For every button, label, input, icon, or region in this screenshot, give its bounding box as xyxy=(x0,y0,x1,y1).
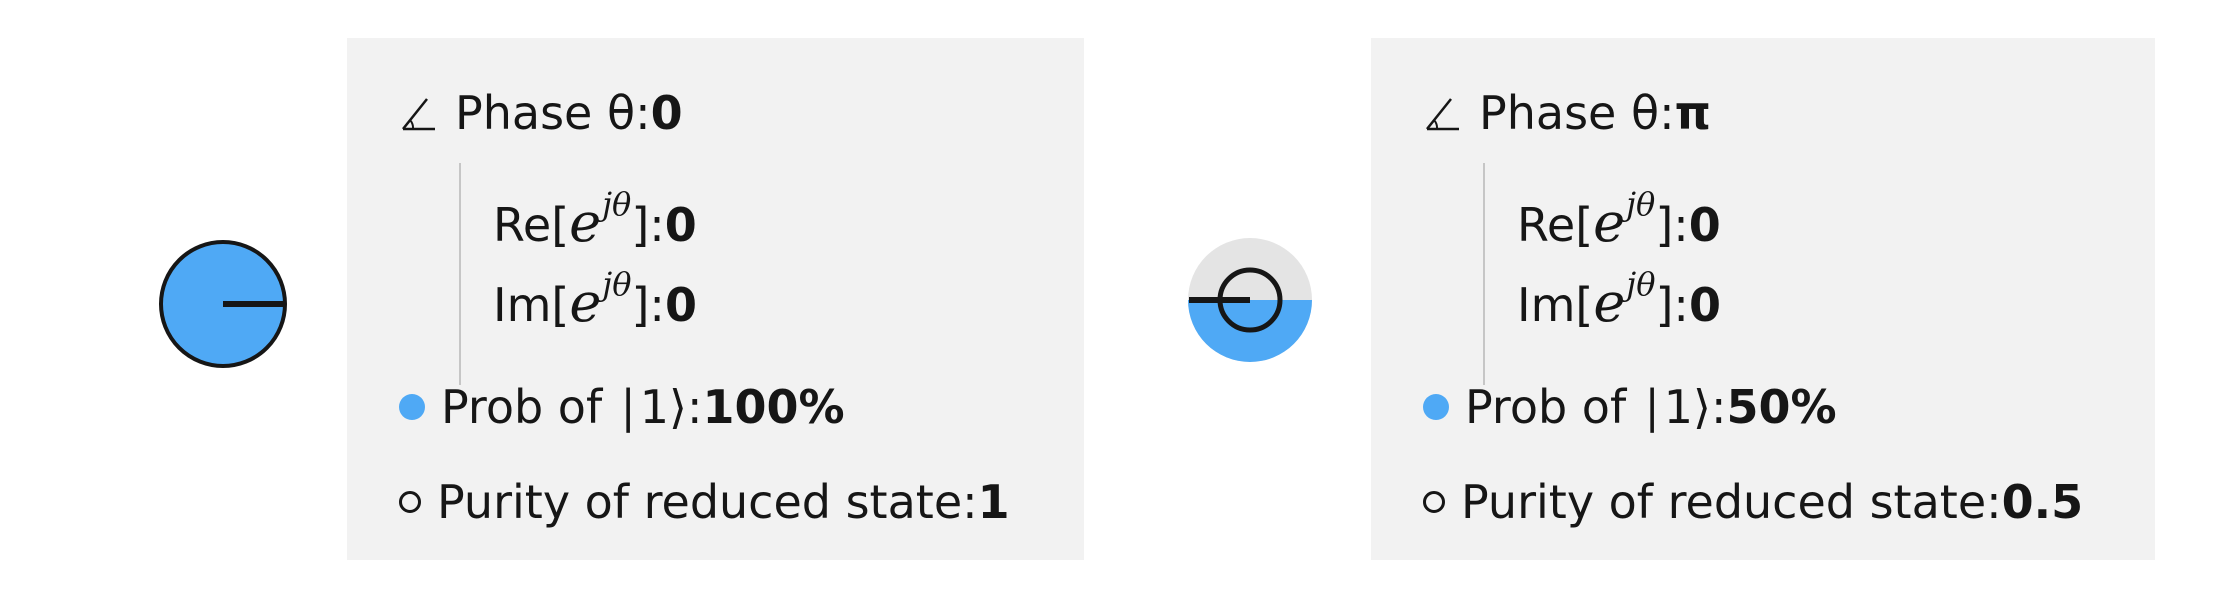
re-math: ejθ xyxy=(1593,185,1655,254)
im-math: ejθ xyxy=(569,265,631,334)
phase-label: Phase θ: xyxy=(455,86,651,140)
im-label-post: ]: xyxy=(1655,278,1689,332)
probability-row: Prob of ∣1⟩: 100% xyxy=(399,380,845,434)
re-label-pre: Re[ xyxy=(493,198,570,252)
re-math-base: e xyxy=(1593,191,1626,254)
im-math: ejθ xyxy=(1593,265,1655,334)
re-math: ejθ xyxy=(569,185,631,254)
purity-row: Purity of reduced state: 0.5 xyxy=(1423,475,2083,529)
purity-label: Purity of reduced state: xyxy=(437,475,978,529)
im-label-pre: Im[ xyxy=(493,278,570,332)
prob-label: Prob of ∣1⟩: xyxy=(441,380,703,434)
angle-icon xyxy=(402,98,435,131)
filled-dot-icon xyxy=(399,394,425,420)
qubit-disc-1 xyxy=(157,238,289,370)
prob-value: 50% xyxy=(1726,380,1837,434)
phase-row: Phase θ: 0 xyxy=(399,86,683,140)
purity-row: Purity of reduced state: 1 xyxy=(399,475,1010,529)
im-math-exp: jθ xyxy=(1626,265,1656,303)
phase-value: 0 xyxy=(650,86,683,140)
qubit-info-panel-1: Phase θ: 0 Re[ ejθ ]: 0 Im[ ejθ ]: 0 Pro… xyxy=(347,38,1084,560)
prob-value: 100% xyxy=(702,380,845,434)
phase-label: Phase θ: xyxy=(1479,86,1675,140)
re-value: 0 xyxy=(664,198,697,252)
re-math-exp: jθ xyxy=(1626,185,1656,223)
re-label-post: ]: xyxy=(631,198,665,252)
im-math-base: e xyxy=(1593,271,1626,334)
re-value: 0 xyxy=(1688,198,1721,252)
qubit-disc-2 xyxy=(1187,237,1313,363)
re-label-pre: Re[ xyxy=(1517,198,1594,252)
probability-row: Prob of ∣1⟩: 50% xyxy=(1423,380,1837,434)
re-label-post: ]: xyxy=(1655,198,1689,252)
purity-label: Purity of reduced state: xyxy=(1461,475,2002,529)
re-math-base: e xyxy=(569,191,602,254)
real-part-row: Re[ ejθ ]: 0 xyxy=(1517,185,1721,254)
purity-value: 0.5 xyxy=(2001,475,2084,529)
phase-row: Phase θ: π xyxy=(1423,86,1711,140)
qubit-info-panel-2: Phase θ: π Re[ ejθ ]: 0 Im[ ejθ ]: 0 Pro… xyxy=(1371,38,2155,560)
prob-label: Prob of ∣1⟩: xyxy=(1465,380,1727,434)
im-label-pre: Im[ xyxy=(1517,278,1594,332)
imaginary-part-row: Im[ ejθ ]: 0 xyxy=(493,265,697,334)
im-math-base: e xyxy=(569,271,602,334)
im-value: 0 xyxy=(1688,278,1721,332)
im-value: 0 xyxy=(664,278,697,332)
imaginary-part-row: Im[ ejθ ]: 0 xyxy=(1517,265,1721,334)
filled-dot-icon xyxy=(1423,394,1449,420)
purity-value: 1 xyxy=(977,475,1010,529)
ring-icon xyxy=(1423,491,1445,513)
angle-icon xyxy=(1426,98,1459,131)
phase-components: Re[ ejθ ]: 0 Im[ ejθ ]: 0 xyxy=(1483,163,1721,385)
phase-value: π xyxy=(1674,86,1712,140)
im-math-exp: jθ xyxy=(602,265,632,303)
im-label-post: ]: xyxy=(631,278,665,332)
re-math-exp: jθ xyxy=(602,185,632,223)
real-part-row: Re[ ejθ ]: 0 xyxy=(493,185,697,254)
ring-icon xyxy=(399,491,421,513)
phase-components: Re[ ejθ ]: 0 Im[ ejθ ]: 0 xyxy=(459,163,697,385)
